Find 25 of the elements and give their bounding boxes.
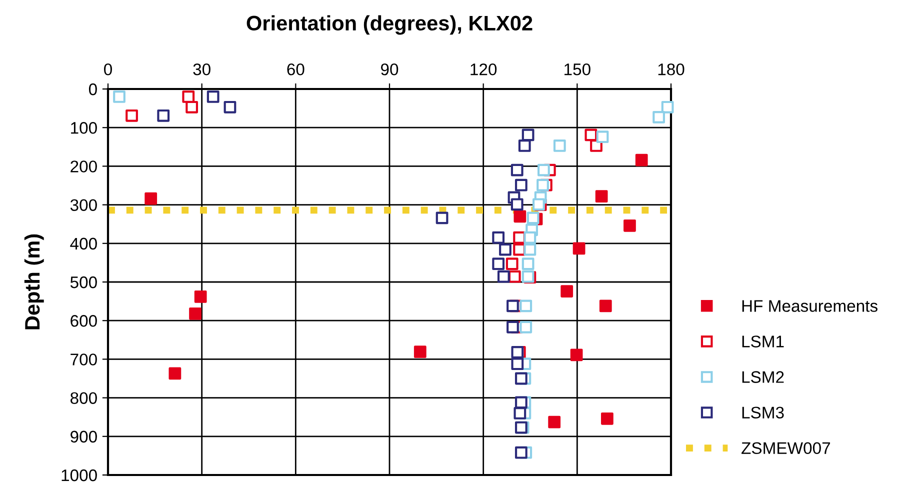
- y-tick-label: 300: [70, 199, 97, 212]
- x-tick-label: 150: [564, 63, 590, 76]
- y-tick-label: 400: [70, 238, 97, 250]
- y-tick-label: 500: [70, 276, 97, 288]
- legend-label: LSM3: [742, 406, 784, 419]
- legend-label: LSM1: [742, 336, 784, 348]
- x-tick-label: 30: [193, 63, 210, 76]
- legend-label: HF Measurements: [742, 300, 878, 312]
- y-tick-label: 0: [88, 83, 97, 96]
- y-tick-label: 200: [70, 160, 97, 172]
- y-tick-label: 900: [70, 430, 97, 443]
- legend-label: ZSMEW007: [742, 442, 830, 454]
- x-tick-label: 0: [104, 63, 112, 76]
- x-tick-label: 90: [381, 63, 398, 76]
- y-tick-label: 700: [70, 354, 97, 366]
- chart-title: Orientation (degrees), KLX02: [246, 15, 532, 35]
- y-tick-label: 100: [71, 122, 97, 134]
- x-tick-label: 60: [287, 63, 304, 76]
- y-axis-title: Depth (m): [24, 234, 44, 330]
- y-tick-label: 1000: [62, 469, 97, 482]
- y-tick-label: 600: [70, 315, 97, 327]
- x-tick-label: 180: [658, 63, 684, 76]
- x-tick-label: 120: [470, 63, 497, 76]
- legend-label: LSM2: [742, 371, 784, 383]
- y-tick-label: 800: [70, 392, 97, 404]
